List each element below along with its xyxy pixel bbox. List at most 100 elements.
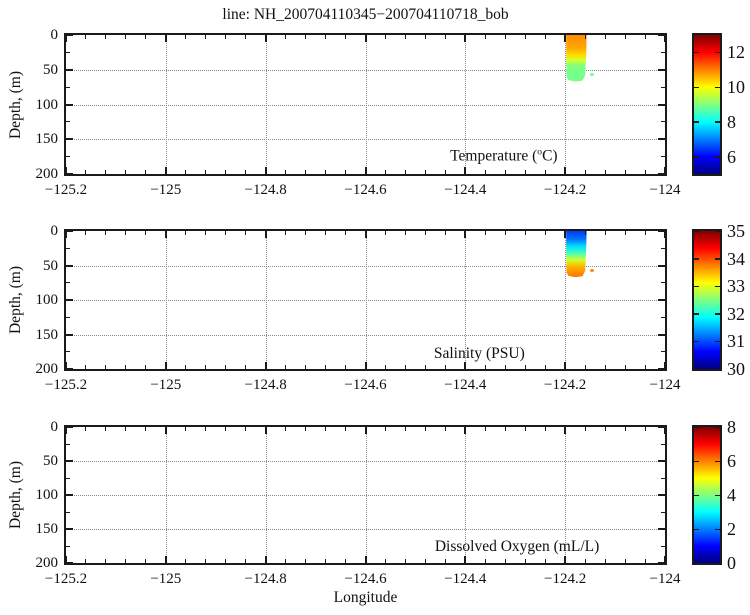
x-minor-tick bbox=[604, 365, 606, 369]
x-minor-tick bbox=[205, 365, 207, 369]
x-minor-tick bbox=[125, 559, 127, 563]
y-tick-label: 50 bbox=[43, 61, 58, 78]
y-major-tick bbox=[658, 68, 665, 71]
x-axis-label: Longitude bbox=[333, 589, 398, 606]
x-minor-tick bbox=[85, 559, 87, 563]
x-minor-tick bbox=[504, 35, 506, 39]
x-major-tick bbox=[564, 167, 567, 174]
x-minor-tick bbox=[145, 427, 147, 431]
x-minor-tick bbox=[325, 559, 327, 563]
colorbar-tick bbox=[715, 86, 720, 89]
x-minor-tick bbox=[404, 231, 406, 235]
x-major-tick bbox=[664, 35, 666, 42]
colorbar-tick bbox=[694, 528, 699, 530]
salinity-data-dot bbox=[589, 268, 594, 272]
x-minor-tick bbox=[205, 170, 207, 174]
y-tick-label: 100 bbox=[35, 96, 59, 113]
x-minor-tick bbox=[424, 427, 426, 431]
x-minor-tick bbox=[444, 427, 446, 431]
colorbar-tick bbox=[694, 368, 699, 370]
x-minor-tick bbox=[484, 427, 486, 431]
x-minor-tick bbox=[145, 365, 147, 369]
x-tick-label: −124.8 bbox=[244, 377, 287, 393]
x-minor-tick bbox=[644, 559, 646, 563]
x-major-tick bbox=[364, 427, 367, 434]
y-minor-tick bbox=[66, 545, 70, 547]
x-minor-tick bbox=[624, 231, 626, 235]
x-major-tick bbox=[464, 556, 467, 563]
x-minor-tick bbox=[285, 231, 287, 235]
x-major-tick bbox=[464, 362, 467, 369]
x-minor-tick bbox=[225, 427, 227, 431]
x-minor-tick bbox=[85, 170, 87, 174]
x-minor-tick bbox=[245, 559, 247, 563]
x-minor-tick bbox=[484, 365, 486, 369]
y-major-tick bbox=[66, 460, 73, 462]
x-minor-tick bbox=[185, 365, 187, 369]
colorbar-tick bbox=[694, 460, 699, 462]
colorbar-tick bbox=[715, 340, 720, 343]
y-tick-label: 200 bbox=[35, 166, 59, 182]
y-minor-tick bbox=[661, 51, 665, 53]
x-major-tick bbox=[364, 167, 367, 174]
x-minor-tick bbox=[404, 170, 406, 174]
x-minor-tick bbox=[325, 427, 327, 431]
y-minor-tick bbox=[661, 477, 665, 479]
x-minor-tick bbox=[424, 559, 426, 563]
x-minor-tick bbox=[285, 170, 287, 174]
x-tick-label: −124.4 bbox=[444, 182, 487, 198]
salinity-panel-label: Salinity (PSU) bbox=[434, 345, 525, 363]
x-minor-tick bbox=[245, 231, 247, 235]
x-minor-tick bbox=[325, 35, 327, 39]
x-major-tick bbox=[364, 556, 367, 563]
figure-title: line: NH_200704110345−200704110718_bob bbox=[222, 6, 509, 23]
y-minor-tick bbox=[661, 247, 665, 249]
x-minor-tick bbox=[424, 231, 426, 235]
y-minor-tick bbox=[661, 511, 665, 513]
x-minor-tick bbox=[544, 427, 546, 431]
colorbar-tick-label: 8 bbox=[727, 111, 736, 132]
x-minor-tick bbox=[504, 427, 506, 431]
y-major-tick bbox=[66, 494, 73, 496]
y-minor-tick bbox=[66, 443, 70, 445]
x-tick-label: −124.6 bbox=[344, 377, 387, 393]
x-minor-tick bbox=[524, 559, 526, 563]
colorbar-tick bbox=[715, 494, 720, 496]
panel-label-text: Temperature ( bbox=[450, 148, 538, 166]
y-minor-tick bbox=[66, 86, 70, 88]
x-minor-tick bbox=[544, 170, 546, 174]
x-major-tick bbox=[664, 167, 666, 174]
horizontal-gridline bbox=[66, 139, 665, 141]
y-major-tick bbox=[66, 264, 73, 267]
x-minor-tick bbox=[105, 35, 107, 39]
x-minor-tick bbox=[285, 427, 287, 431]
x-minor-tick bbox=[225, 559, 227, 563]
x-minor-tick bbox=[285, 35, 287, 39]
x-minor-tick bbox=[105, 559, 107, 563]
y-minor-tick bbox=[66, 316, 70, 318]
x-minor-tick bbox=[325, 231, 327, 235]
x-tick-label: −124.2 bbox=[544, 182, 587, 198]
x-minor-tick bbox=[644, 365, 646, 369]
dissolved-oxygen-colorbar bbox=[692, 425, 722, 565]
x-minor-tick bbox=[185, 231, 187, 235]
colorbar-tick bbox=[715, 528, 720, 530]
colorbar-tick bbox=[715, 230, 720, 232]
x-minor-tick bbox=[444, 559, 446, 563]
x-minor-tick bbox=[384, 35, 386, 39]
colorbar-tick bbox=[715, 562, 720, 564]
colorbar-tick bbox=[694, 562, 699, 564]
x-minor-tick bbox=[205, 559, 207, 563]
y-minor-tick bbox=[66, 247, 70, 249]
x-minor-tick bbox=[384, 559, 386, 563]
x-major-tick bbox=[364, 231, 367, 238]
x-minor-tick bbox=[85, 35, 87, 39]
x-minor-tick bbox=[624, 365, 626, 369]
y-major-tick bbox=[658, 368, 665, 370]
x-minor-tick bbox=[424, 365, 426, 369]
x-major-tick bbox=[65, 427, 67, 434]
y-major-tick bbox=[658, 34, 665, 36]
x-major-tick bbox=[564, 427, 567, 434]
x-major-tick bbox=[65, 35, 67, 42]
colorbar-tick bbox=[694, 51, 699, 54]
